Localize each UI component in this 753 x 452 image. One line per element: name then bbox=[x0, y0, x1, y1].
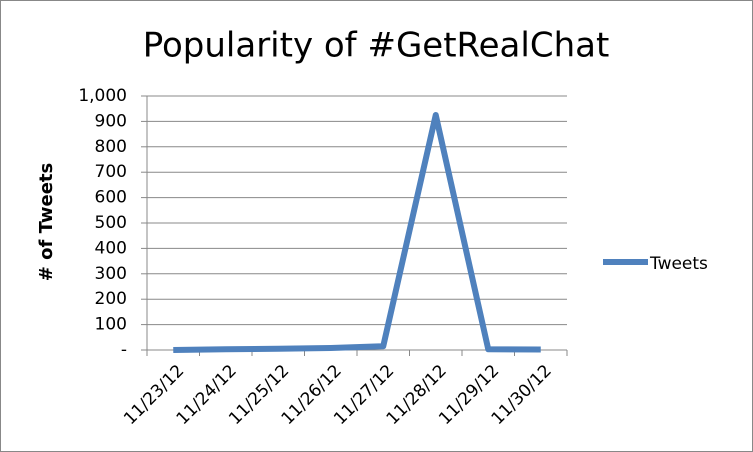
y-axis-label: # of Tweets bbox=[36, 163, 57, 281]
y-tick-label: 300 bbox=[95, 264, 127, 284]
y-tick-label: - bbox=[121, 340, 127, 360]
y-tick-label: 700 bbox=[95, 162, 127, 182]
y-tick-label: 200 bbox=[95, 289, 127, 309]
chart-title: Popularity of #GetRealChat bbox=[143, 26, 610, 66]
data-line bbox=[173, 112, 541, 353]
y-tick-label: 400 bbox=[95, 238, 127, 258]
y-tick-label: 600 bbox=[95, 188, 127, 208]
y-tick-label: 1,000 bbox=[78, 86, 127, 106]
y-tick-label: 800 bbox=[95, 137, 127, 157]
y-tick-label: 500 bbox=[95, 213, 127, 233]
y-tick-label: 900 bbox=[95, 111, 127, 131]
y-tick-label: 100 bbox=[95, 315, 127, 335]
legend-label: Tweets bbox=[649, 254, 708, 274]
